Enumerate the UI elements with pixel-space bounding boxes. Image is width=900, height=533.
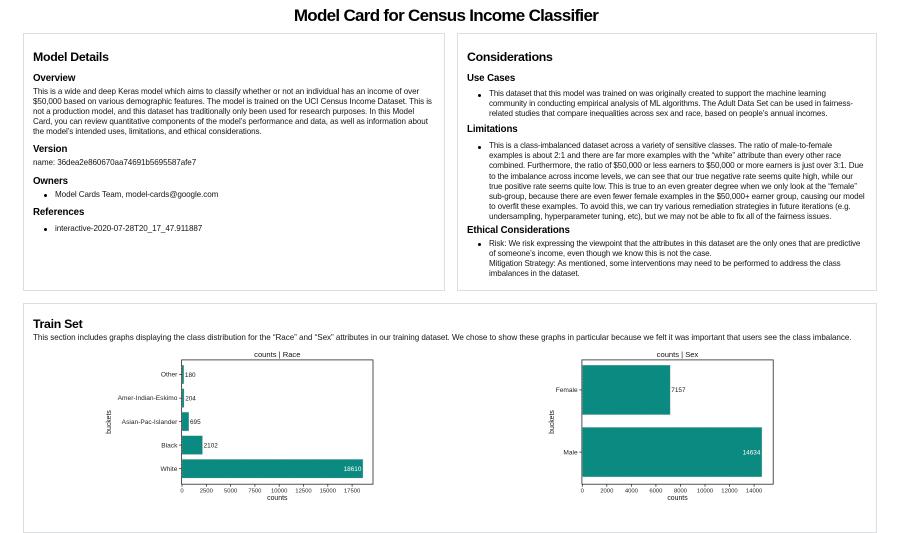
svg-text:White: White	[161, 466, 178, 473]
svg-text:counts: counts	[667, 495, 688, 502]
svg-text:15000: 15000	[320, 489, 337, 495]
svg-text:Male: Male	[563, 449, 578, 456]
svg-text:0: 0	[180, 489, 184, 495]
svg-text:18610: 18610	[344, 466, 362, 473]
svg-text:5000: 5000	[224, 489, 238, 495]
svg-text:Female: Female	[556, 387, 578, 394]
svg-text:counts | Sex: counts | Sex	[657, 350, 699, 359]
svg-text:10000: 10000	[697, 489, 714, 495]
svg-text:counts | Race: counts | Race	[254, 350, 300, 359]
svg-text:7500: 7500	[248, 489, 262, 495]
svg-text:0: 0	[581, 489, 585, 495]
svg-text:6000: 6000	[649, 489, 663, 495]
svg-text:17500: 17500	[344, 489, 361, 495]
svg-text:counts: counts	[267, 495, 288, 502]
svg-text:7157: 7157	[671, 387, 686, 394]
svg-text:Black: Black	[161, 442, 178, 449]
svg-text:14634: 14634	[743, 449, 761, 456]
svg-text:2500: 2500	[200, 489, 214, 495]
svg-text:2102: 2102	[204, 442, 219, 449]
svg-text:8000: 8000	[674, 489, 688, 495]
svg-text:14000: 14000	[746, 489, 763, 495]
svg-text:10000: 10000	[271, 489, 288, 495]
svg-text:Other: Other	[161, 372, 178, 379]
svg-text:4000: 4000	[625, 489, 639, 495]
svg-text:695: 695	[190, 419, 201, 426]
svg-text:12000: 12000	[721, 489, 738, 495]
svg-text:Amer-Indian-Eskimo: Amer-Indian-Eskimo	[118, 395, 178, 402]
svg-text:12500: 12500	[295, 489, 312, 495]
svg-text:Asian-Pac-Islander: Asian-Pac-Islander	[122, 419, 179, 426]
svg-text:buckets: buckets	[549, 410, 556, 434]
svg-text:2000: 2000	[600, 489, 614, 495]
svg-text:180: 180	[185, 372, 196, 379]
svg-text:buckets: buckets	[106, 410, 113, 434]
svg-text:204: 204	[185, 395, 196, 402]
